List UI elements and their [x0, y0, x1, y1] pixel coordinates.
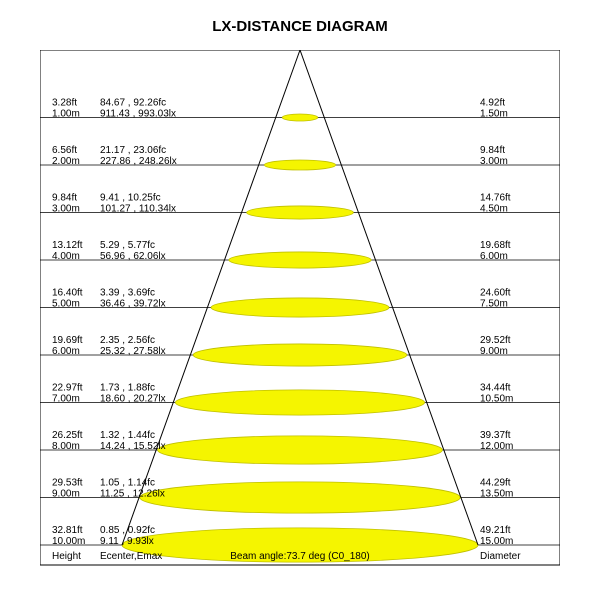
height-ft: 9.84ft: [52, 193, 77, 204]
diameter-m: 4.50m: [480, 204, 508, 215]
beam-ellipse: [264, 160, 335, 170]
ecenter-lx: 56.96 , 62.06lx: [100, 251, 166, 262]
height-m: 3.00m: [52, 204, 80, 215]
height-ft: 29.53ft: [52, 478, 83, 489]
beam-ellipse: [175, 390, 424, 415]
height-ft: 19.69ft: [52, 335, 83, 346]
ecenter-lx: 911.43 , 993.03lx: [100, 109, 176, 120]
ecenter-lx: 227.86 , 248.26lx: [100, 156, 177, 167]
beam-ellipse: [158, 436, 443, 464]
height-ft: 22.97ft: [52, 383, 83, 394]
height-ft: 32.81ft: [52, 525, 83, 536]
height-m: 10.00m: [52, 536, 85, 547]
ecenter-fc: 1.32 , 1.44fc: [100, 430, 155, 441]
height-ft: 26.25ft: [52, 430, 83, 441]
diameter-m: 6.00m: [480, 251, 508, 262]
height-m: 4.00m: [52, 251, 80, 262]
ecenter-lx: 101.27 , 110.34lx: [100, 204, 176, 215]
diameter-m: 12.00m: [480, 441, 513, 452]
ecenter-lx: 25.32 , 27.58lx: [100, 346, 166, 357]
diameter-m: 15.00m: [480, 536, 513, 547]
beam-ellipse: [282, 114, 318, 121]
beam-ellipse: [229, 252, 371, 268]
diameter-m: 9.00m: [480, 346, 508, 357]
beam-ellipse: [247, 206, 354, 219]
ecenter-lx: 9.11 , 9.93lx: [100, 536, 154, 547]
col-ecenter: Ecenter,Emax: [100, 551, 162, 562]
height-m: 2.00m: [52, 156, 80, 167]
col-height: Height: [52, 551, 81, 562]
diameter-ft: 9.84ft: [480, 145, 505, 156]
diagram-title: LX-DISTANCE DIAGRAM: [0, 18, 600, 35]
diameter-m: 13.50m: [480, 489, 513, 500]
diameter-ft: 24.60ft: [480, 288, 511, 299]
col-beam: Beam angle:73.7 deg (C0_180): [230, 551, 370, 562]
height-m: 8.00m: [52, 441, 80, 452]
diameter-ft: 29.52ft: [480, 335, 511, 346]
height-m: 6.00m: [52, 346, 80, 357]
ecenter-fc: 1.73 , 1.88fc: [100, 383, 155, 394]
height-ft: 6.56ft: [52, 145, 77, 156]
cone-edge-right: [300, 50, 478, 545]
ecenter-fc: 2.35 , 2.56fc: [100, 335, 155, 346]
height-ft: 16.40ft: [52, 288, 83, 299]
diameter-ft: 49.21ft: [480, 525, 511, 536]
ecenter-fc: 5.29 , 5.77fc: [100, 240, 155, 251]
diameter-ft: 44.29ft: [480, 478, 511, 489]
ecenter-fc: 21.17 , 23.06fc: [100, 145, 166, 156]
height-ft: 3.28ft: [52, 98, 77, 109]
diagram-svg: 3.28ft1.00m 84.67 , 92.26fc911.43 , 993.0…: [40, 50, 560, 580]
diameter-ft: 14.76ft: [480, 193, 511, 204]
ecenter-lx: 18.60 , 20.27lx: [100, 394, 166, 405]
beam-ellipse: [211, 298, 389, 317]
ecenter-lx: 36.46 , 39.72lx: [100, 299, 166, 310]
col-diameter: Diameter: [480, 551, 521, 562]
diameter-ft: 19.68ft: [480, 240, 511, 251]
height-ft: 13.12ft: [52, 240, 83, 251]
ecenter-lx: 11.25 , 12.26lx: [100, 489, 165, 500]
ecenter-fc: 1.05 , 1.14fc: [100, 478, 155, 489]
diameter-m: 3.00m: [480, 156, 508, 167]
diameter-m: 10.50m: [480, 394, 513, 405]
height-m: 5.00m: [52, 299, 80, 310]
ecenter-fc: 9.41 , 10.25fc: [100, 193, 161, 204]
height-m: 7.00m: [52, 394, 80, 405]
beam-ellipse: [140, 482, 460, 513]
diameter-m: 1.50m: [480, 109, 508, 120]
ecenter-fc: 84.67 , 92.26fc: [100, 98, 166, 109]
beam-ellipse: [193, 344, 407, 366]
lx-distance-diagram: 3.28ft1.00m 84.67 , 92.26fc911.43 , 993.0…: [40, 50, 560, 580]
diameter-ft: 39.37ft: [480, 430, 511, 441]
height-m: 9.00m: [52, 489, 80, 500]
ecenter-fc: 3.39 , 3.69fc: [100, 288, 155, 299]
diameter-ft: 4.92ft: [480, 98, 505, 109]
diameter-ft: 34.44ft: [480, 383, 511, 394]
height-m: 1.00m: [52, 109, 80, 120]
diameter-m: 7.50m: [480, 299, 508, 310]
